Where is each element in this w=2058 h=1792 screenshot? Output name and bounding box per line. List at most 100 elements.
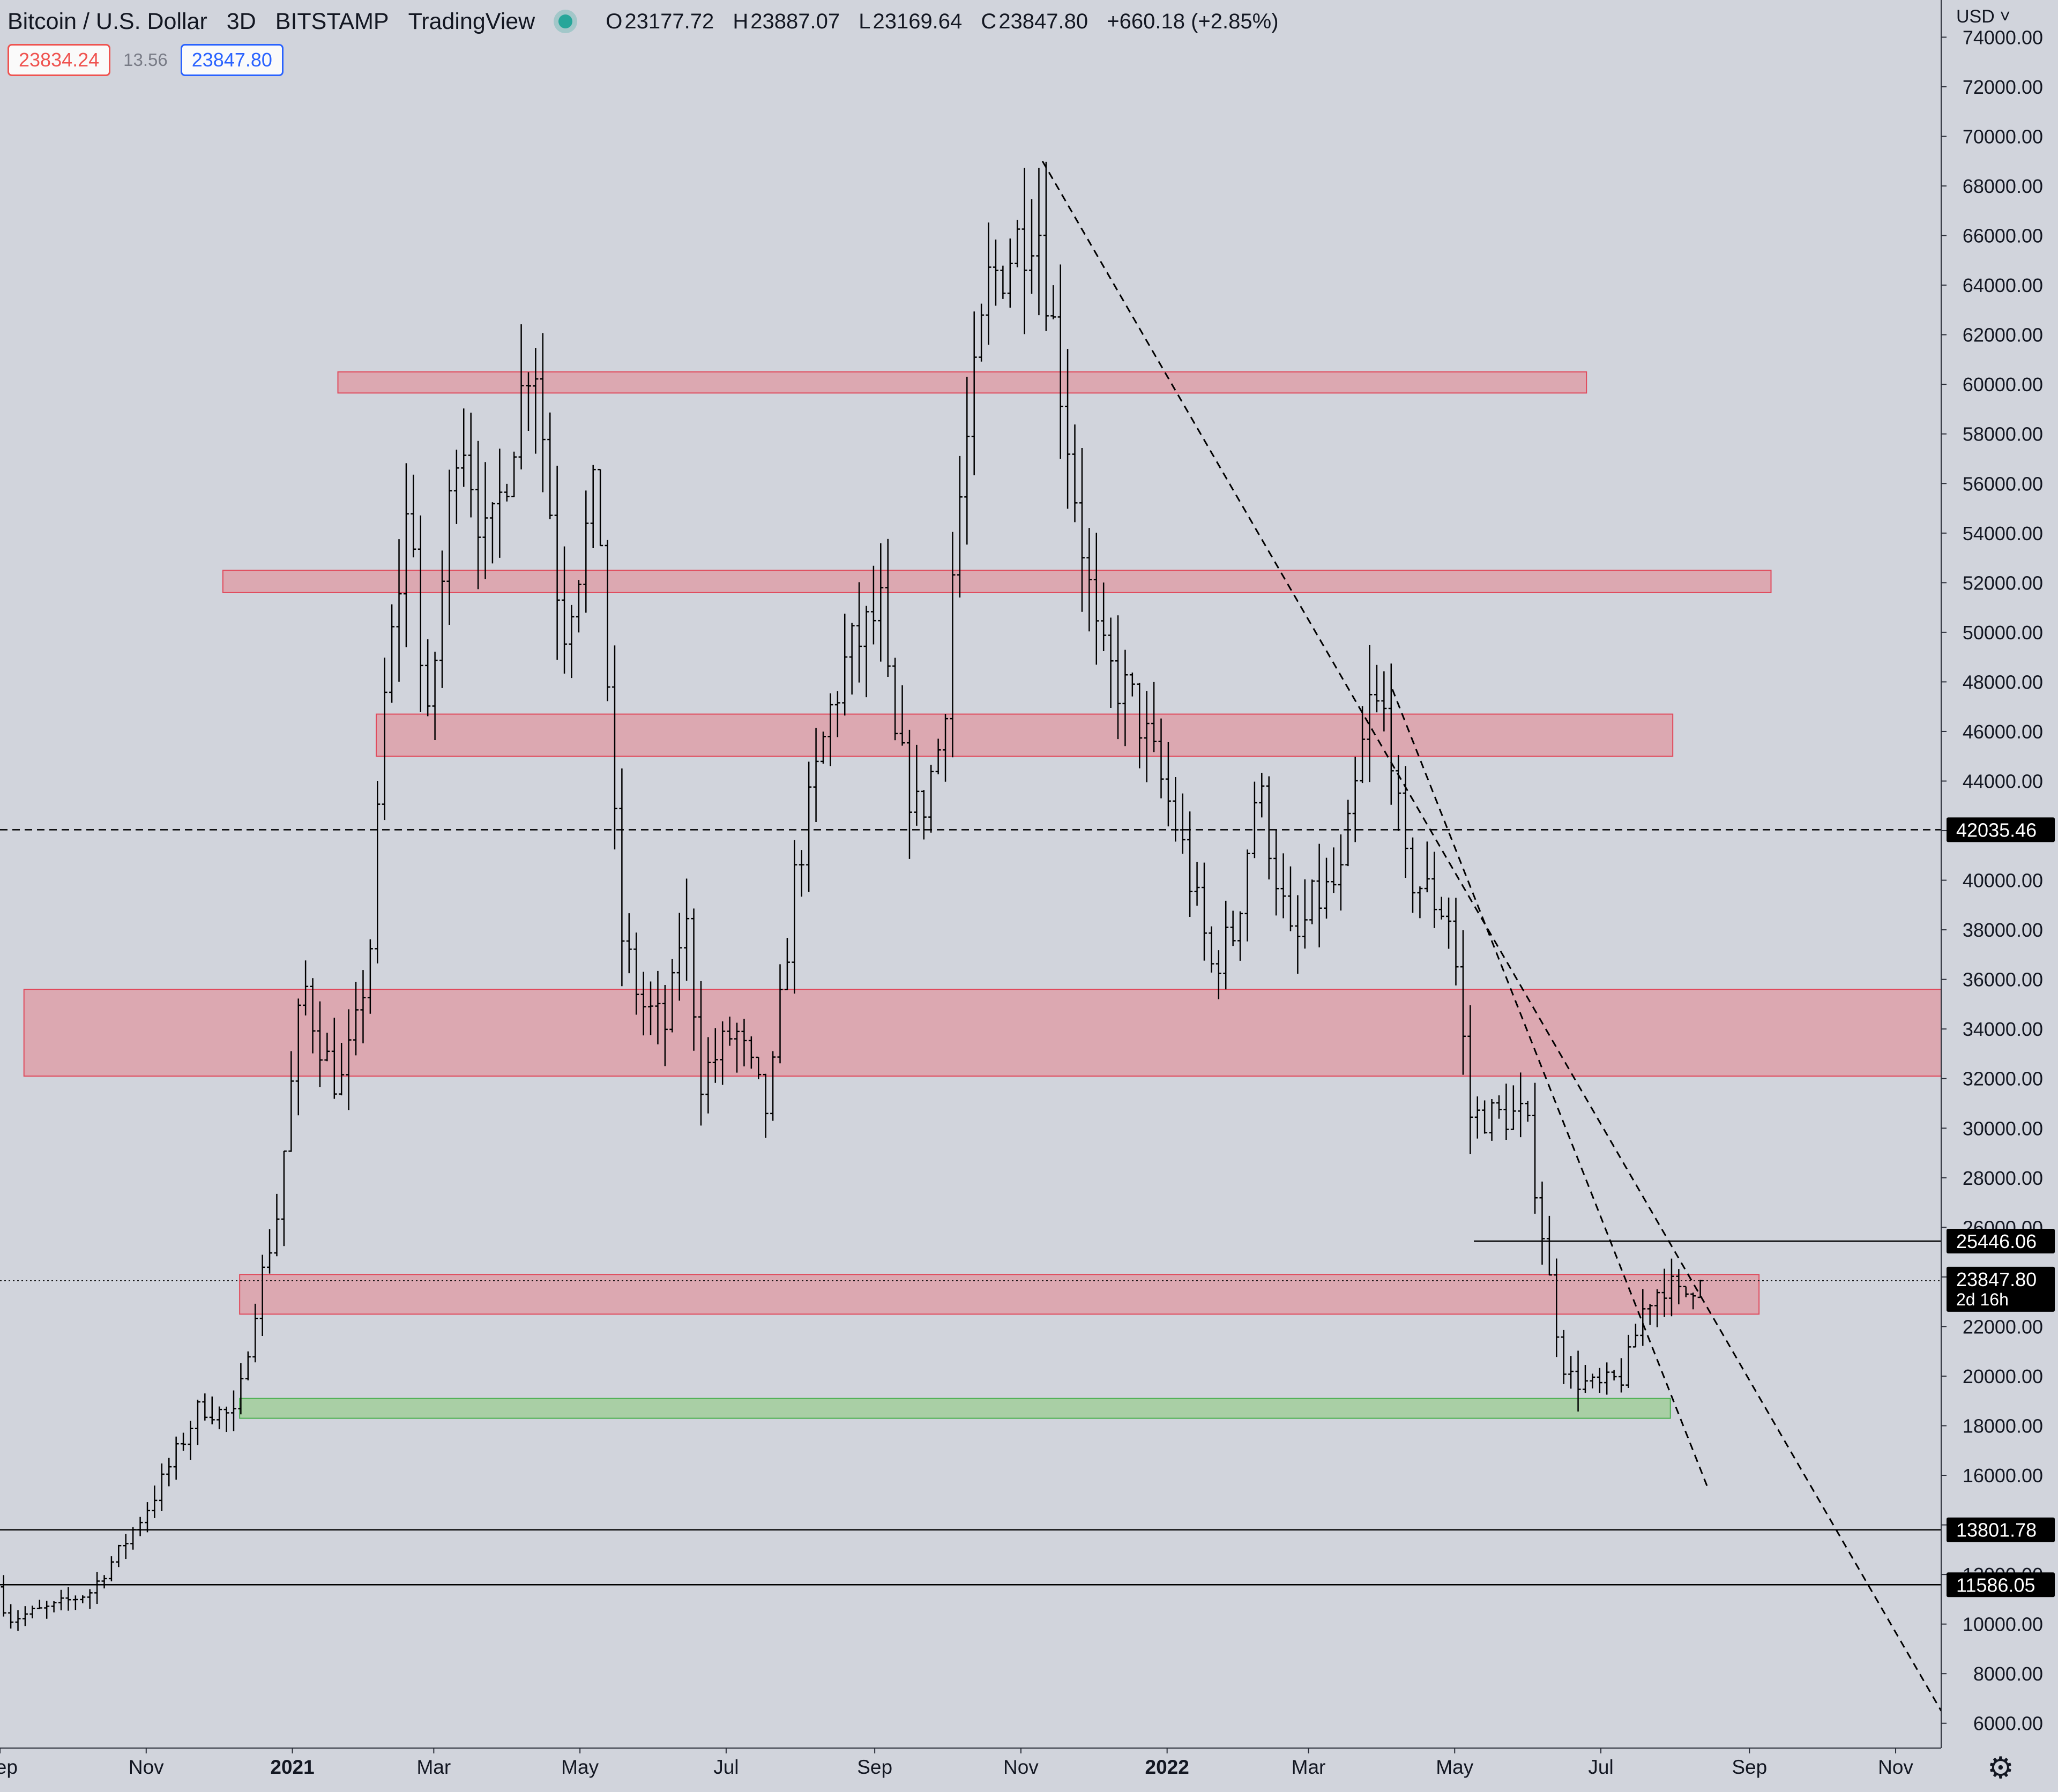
ohlc-bar[interactable] [1539,1181,1545,1265]
ohlc-bar[interactable] [1287,866,1293,931]
ohlc-bar[interactable] [1251,781,1257,858]
ohlc-bar[interactable] [741,1019,747,1066]
ohlc-bar[interactable] [166,1458,172,1487]
ohlc-bar[interactable] [1625,1334,1631,1388]
ohlc-bar[interactable] [598,468,603,547]
ohlc-bar[interactable] [878,543,884,662]
ohlc-bar[interactable] [892,658,898,741]
ohlc-bar[interactable] [518,324,524,470]
ohlc-bar[interactable] [1489,1099,1495,1141]
ohlc-bar[interactable] [928,765,934,833]
ohlc-bar[interactable] [281,1150,287,1246]
ohlc-bar[interactable] [1467,1005,1473,1154]
ohlc-bar[interactable] [1216,950,1221,999]
ohlc-bar[interactable] [209,1397,215,1424]
ohlc-bar[interactable] [303,960,309,1016]
ohlc-bar[interactable] [1007,238,1013,308]
ohlc-bar[interactable] [1518,1072,1524,1138]
ohlc-bar[interactable] [1108,617,1114,708]
timeframe-label[interactable]: 3D [226,8,256,34]
ohlc-bar[interactable] [1309,879,1315,924]
ohlc-bar[interactable] [1000,265,1006,299]
ohlc-bar[interactable] [1122,649,1128,746]
ohlc-bar[interactable] [1209,926,1214,973]
ohlc-bar[interactable] [1611,1370,1617,1381]
ohlc-bar[interactable] [1137,683,1143,768]
ohlc-bar[interactable] [1438,897,1444,920]
resistance-zone[interactable] [376,713,1674,757]
ohlc-bar[interactable] [763,1073,769,1138]
ohlc-bar[interactable] [1194,862,1200,906]
ohlc-bar[interactable] [640,972,646,1036]
ohlc-bar[interactable] [173,1436,179,1480]
ohlc-bar[interactable] [885,539,891,677]
ohlc-bar[interactable] [993,239,998,306]
ohlc-bar[interactable] [72,1595,78,1610]
ohlc-bar[interactable] [65,1587,71,1611]
ohlc-bar[interactable] [1604,1362,1610,1395]
ohlc-bar[interactable] [1015,220,1020,267]
ohlc-bar[interactable] [195,1399,200,1445]
ohlc-bar[interactable] [310,978,316,1054]
ohlc-bar[interactable] [267,1229,273,1274]
ohlc-bar[interactable] [116,1544,122,1567]
ohlc-bar[interactable] [259,1255,265,1336]
ohlc-bar[interactable] [1201,862,1207,961]
ohlc-bar[interactable] [1029,199,1035,294]
ohlc-bar[interactable] [1647,1304,1653,1325]
ohlc-bar[interactable] [1446,897,1452,949]
ohlc-bar[interactable] [1129,673,1135,697]
ohlc-bar[interactable] [1151,682,1157,752]
ohlc-bar[interactable] [906,729,912,859]
ohlc-bar[interactable] [396,539,402,682]
ohlc-bar[interactable] [1187,811,1193,917]
ohlc-bar[interactable] [813,728,819,822]
ohlc-bar[interactable] [367,939,373,1014]
ohlc-bar[interactable] [346,1009,352,1110]
ohlc-bar[interactable] [943,714,949,782]
ohlc-bar[interactable] [108,1556,114,1581]
ohlc-bar[interactable] [1510,1085,1516,1130]
ohlc-bar[interactable] [712,1028,718,1083]
ohlc-bar[interactable] [288,1051,294,1152]
ohlc-bar[interactable] [181,1432,187,1451]
ohlc-bar[interactable] [497,449,503,558]
ohlc-bar[interactable] [15,1610,21,1631]
ohlc-bar[interactable] [274,1193,280,1257]
ohlc-bar[interactable] [676,913,682,1001]
ohlc-bar[interactable] [1403,766,1408,878]
ohlc-bar[interactable] [727,1017,733,1046]
ohlc-bar[interactable] [331,1018,337,1099]
ohlc-bar[interactable] [1,1575,6,1617]
ohlc-bar[interactable] [1546,1215,1552,1276]
ohlc-bar[interactable] [1165,742,1171,827]
ohlc-bar[interactable] [1582,1365,1588,1393]
ohlc-bar[interactable] [1223,900,1229,990]
ohlc-bar[interactable] [1352,757,1358,842]
ohlc-bar[interactable] [1295,895,1301,974]
ohlc-bar[interactable] [547,412,553,520]
ohlc-bar[interactable] [648,981,654,1035]
ohlc-bar[interactable] [1302,879,1308,949]
resistance-zone[interactable] [23,989,1942,1077]
ohlc-bar[interactable] [583,490,589,613]
ohlc-bar[interactable] [849,623,855,695]
ohlc-bar[interactable] [669,959,675,1033]
ohlc-bar[interactable] [453,450,459,524]
gear-icon[interactable]: ⚙ [1987,1751,2014,1784]
ohlc-bar[interactable] [1072,424,1078,522]
ohlc-bar[interactable] [403,463,409,647]
trendline[interactable] [1391,689,1710,1491]
ohlc-bar[interactable] [1668,1258,1674,1317]
ohlc-bar[interactable] [417,515,423,712]
ohlc-bar[interactable] [655,970,661,1044]
ohlc-bar[interactable] [188,1421,193,1460]
ohlc-bar[interactable] [8,1604,14,1629]
ohlc-bar[interactable] [353,982,359,1056]
ohlc-bar[interactable] [1324,857,1330,919]
ohlc-bar[interactable] [1043,161,1049,331]
ohlc-bar[interactable] [1273,830,1279,916]
ohlc-bar[interactable] [971,311,977,475]
ohlc-bar[interactable] [202,1393,208,1421]
ohlc-bar[interactable] [842,614,848,716]
